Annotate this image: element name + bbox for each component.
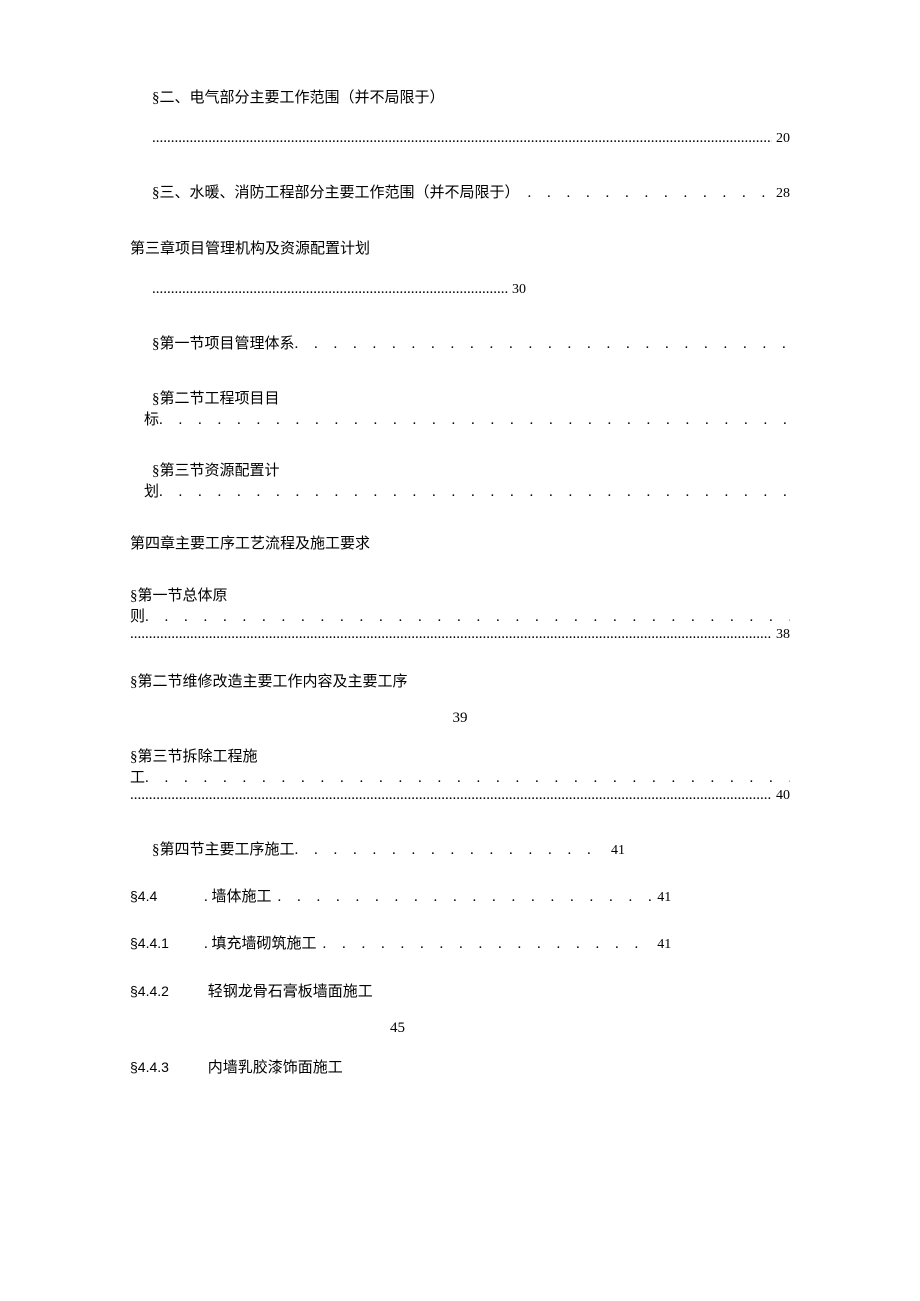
toc-label-line2: 则	[130, 605, 145, 626]
toc-label: 第三章项目管理机构及资源配置计划	[130, 236, 790, 263]
toc-entry: §第一节总体原	[130, 584, 790, 605]
toc-label-line1: §第三节拆除工程施	[130, 745, 790, 766]
toc-dots-row: ........................................…	[130, 787, 790, 804]
toc-label-line1: §第一节总体原	[130, 584, 790, 605]
toc-section-number: §4.4	[130, 888, 204, 904]
toc-page-centered: 39	[130, 710, 790, 727]
document-page: §二、电气部分主要工作范围（并不局限于） ...................…	[0, 0, 920, 1160]
toc-page-centered: 45	[130, 1020, 790, 1037]
toc-dots-row: ........................................…	[130, 626, 790, 643]
toc-dots: ........................................…	[152, 281, 508, 298]
toc-entry: §4.4 . 墙体施工 . . . . . . . . . . . . . . …	[130, 885, 671, 906]
toc-chapter: 第四章主要工序工艺流程及施工要求	[130, 531, 790, 558]
toc-entry: §第四节主要工序施工 . . . . . . . . . . . . . . .…	[130, 838, 625, 859]
toc-dots: . . . . . . . . . . . . . . . . . . . . …	[323, 936, 654, 953]
toc-dots: . . . . . . . . . . . . . . . . . . . . …	[159, 412, 790, 429]
toc-label: . 墙体施工	[204, 885, 272, 906]
toc-dots: . . . . . . . . . . . . . . . . . . . . …	[295, 336, 790, 353]
toc-dots: . . . . . . . . . . . . . . . . . . . . …	[159, 484, 790, 501]
toc-label: §二、电气部分主要工作范围（并不局限于）	[152, 85, 790, 112]
toc-label: §第一节项目管理体系	[152, 332, 295, 353]
toc-entry: §第三节拆除工程施	[130, 745, 790, 766]
toc-entry: §第二节维修改造主要工作内容及主要工序	[130, 669, 790, 696]
toc-dots: . . . . . . . . . . . . . . . . . . . . …	[145, 609, 790, 626]
toc-label-line2: 划	[144, 480, 159, 501]
toc-label: 内墙乳胶漆饰面施工	[208, 1060, 343, 1076]
toc-label-line1: §第三节资源配置计	[152, 459, 790, 480]
toc-entry: §二、电气部分主要工作范围（并不局限于）	[130, 85, 790, 112]
toc-label-line1: §第二节工程项目目	[152, 387, 790, 408]
toc-dots: ........................................…	[152, 130, 772, 147]
toc-entry: §4.4.3 内墙乳胶漆饰面施工	[130, 1055, 790, 1082]
toc-dots-row: ........................................…	[130, 130, 790, 147]
toc-entry: §三、水暖、消防工程部分主要工作范围（并不局限于） . . . . . . . …	[130, 181, 790, 202]
toc-page: 38	[772, 627, 790, 643]
toc-label-line2: 标	[144, 408, 159, 429]
toc-chapter: 第三章项目管理机构及资源配置计划	[130, 236, 790, 263]
toc-page: 28	[772, 186, 790, 202]
toc-label: §第四节主要工序施工	[152, 838, 295, 859]
toc-entry-cont: 标 . . . . . . . . . . . . . . . . . . . …	[130, 408, 790, 429]
toc-dots: ........................................…	[130, 787, 772, 804]
toc-entry: §4.4.1 . 填充墙砌筑施工 . . . . . . . . . . . .…	[130, 932, 671, 953]
toc-entry: §4.4.2 轻钢龙骨石膏板墙面施工	[130, 979, 790, 1006]
toc-section-number: §4.4.2	[130, 979, 204, 1004]
toc-entry: §第一节项目管理体系 . . . . . . . . . . . . . . .…	[130, 332, 790, 353]
toc-page: 41	[607, 843, 625, 859]
toc-dots-row: ........................................…	[130, 281, 526, 298]
toc-section-number: §4.4.3	[130, 1055, 204, 1080]
toc-label: . 填充墙砌筑施工	[204, 932, 317, 953]
toc-label: §第二节维修改造主要工作内容及主要工序	[130, 669, 790, 696]
toc-dots: ........................................…	[130, 626, 772, 643]
toc-dots: . . . . . . . . . . . . . . . . . . . . …	[528, 185, 772, 202]
toc-page: 30	[508, 282, 526, 298]
toc-label: 第四章主要工序工艺流程及施工要求	[130, 531, 790, 558]
toc-dots: . . . . . . . . . . . . . . . . . . . . …	[278, 889, 654, 906]
toc-dots: . . . . . . . . . . . . . . . . . . . . …	[145, 770, 790, 787]
toc-page: 41	[653, 937, 671, 953]
toc-entry-cont: 工 . . . . . . . . . . . . . . . . . . . …	[130, 766, 790, 787]
toc-label: §三、水暖、消防工程部分主要工作范围（并不局限于）	[152, 181, 520, 202]
toc-page: 40	[772, 788, 790, 804]
toc-page: 20	[772, 131, 790, 147]
toc-entry-cont: 则 . . . . . . . . . . . . . . . . . . . …	[130, 605, 790, 626]
toc-entry: §第二节工程项目目	[130, 387, 790, 408]
toc-page: 41	[653, 890, 671, 906]
toc-label: 轻钢龙骨石膏板墙面施工	[208, 984, 373, 1000]
toc-entry: §第三节资源配置计	[130, 459, 790, 480]
toc-dots: . . . . . . . . . . . . . . . . . . . . …	[295, 842, 607, 859]
toc-entry-cont: 划 . . . . . . . . . . . . . . . . . . . …	[130, 480, 790, 501]
toc-label-line2: 工	[130, 766, 145, 787]
toc-section-number: §4.4.1	[130, 935, 204, 951]
